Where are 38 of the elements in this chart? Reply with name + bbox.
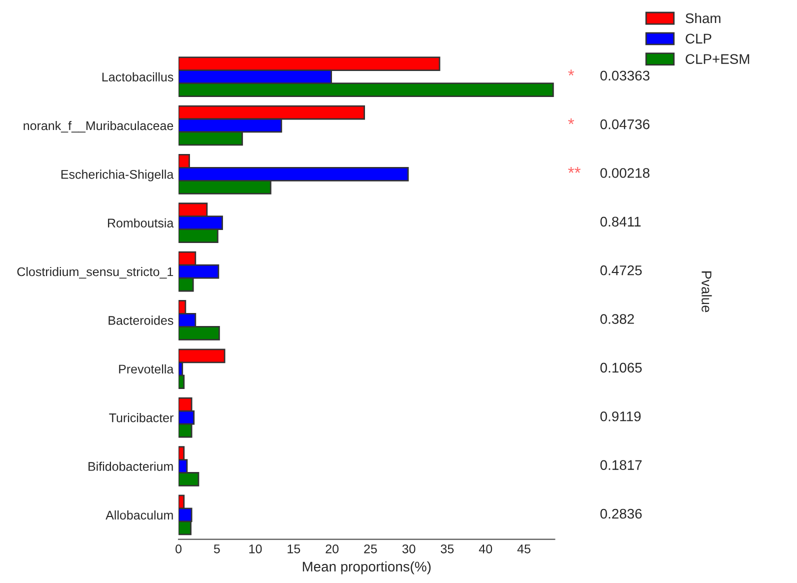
y-tick-label: Prevotella [119,364,174,374]
y-tick-label: Bacteroides [108,316,174,325]
y-tick-label: Escherichia-Shigella [61,170,174,182]
text: 0.9119 [600,411,641,422]
y-tick-label: Allobaculum [106,510,173,520]
x-tick-label: 20 [326,544,339,554]
text: 0.04736 [600,119,650,130]
text: 0.2836 [600,508,642,519]
x-tick-label: 35 [440,544,454,554]
y-tick-label: Clostridium_sensu_stricto_1 [17,267,174,279]
y-tick-label: Lactobacillus [102,72,174,82]
x-tick-label: 10 [249,544,262,554]
text: 0.00218 [600,168,650,178]
text: Pvalue [702,271,712,312]
text: 0.4725 [600,265,642,276]
text: 0.1065 [600,362,642,373]
x-tick-label: 40 [478,544,492,554]
y-tick-label: Romboutsia [108,218,174,228]
x-axis-title: Mean proportions(%) [302,561,431,574]
legend-label: CLP+ESM [686,54,750,64]
x-tick-label: 45 [517,544,530,554]
x-tick-label: 15 [288,544,300,554]
x-tick-label: 5 [214,544,220,554]
legend-label: Sham [686,12,720,24]
text: * [568,118,574,124]
text: * [568,70,574,76]
x-tick-label: 25 [364,544,377,554]
y-tick-label: Bifidobacterium [88,462,173,471]
y-tick-label: norank_f__Muribaculaceae [24,120,174,133]
x-tick-label: 0 [176,544,182,554]
legend-label: CLP [686,34,712,44]
text: ** [568,167,581,173]
y-tick-label: Turicibacter [109,413,174,422]
text: 0.8411 [600,216,641,227]
x-tick-label: 30 [402,544,416,554]
text: 0.382 [600,314,634,324]
text: 0.03363 [600,70,650,81]
text: 0.1817 [600,460,642,470]
